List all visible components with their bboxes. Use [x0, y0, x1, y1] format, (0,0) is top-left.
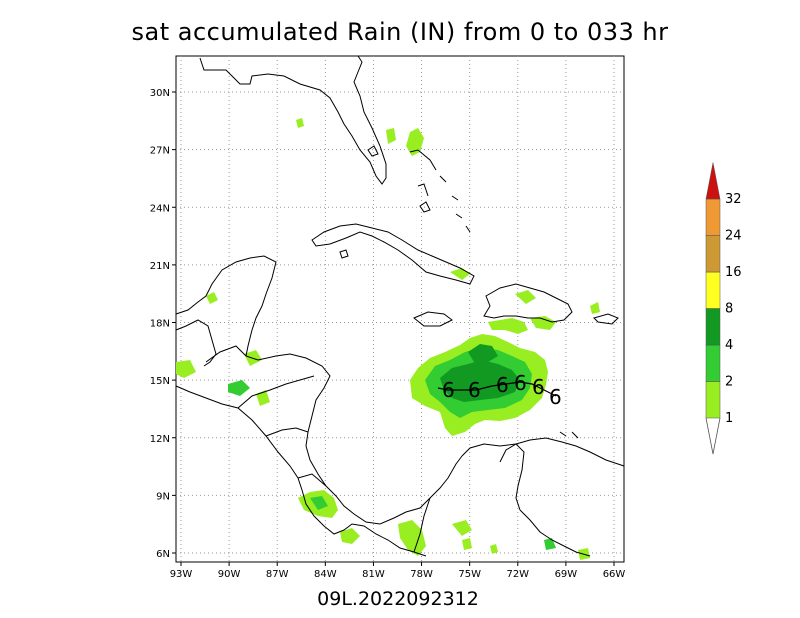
rain-area-bahamas [406, 128, 424, 156]
lat-tick-label: 21N [150, 261, 170, 272]
rain-area-guatemala [176, 360, 196, 378]
border-honduras [237, 375, 315, 409]
rain-area-main-dark-2 [468, 344, 498, 362]
lon-tick-label: 69W [555, 569, 578, 580]
run-id-label: 09L.2022092312 [0, 588, 800, 610]
coast-florida-keys [367, 145, 379, 157]
legend-tail [705, 417, 721, 455]
coast-puerto-rico [593, 313, 619, 325]
coast-hispaniola [483, 283, 573, 323]
rain-area-main-dark [440, 360, 520, 402]
lon-tick-label: 84W [314, 569, 337, 580]
rain-area-panama [340, 528, 360, 544]
lon-tick-label: 93W [170, 569, 193, 580]
rain-area-colombia [452, 520, 472, 536]
rain-area-hispaniola-3 [515, 290, 536, 304]
lon-tick-label: 75W [458, 569, 481, 580]
coast-us-gulf [199, 55, 387, 185]
rain-area-yucatan [206, 292, 218, 304]
legend-label: 24 [725, 229, 742, 244]
coastlines [175, 55, 625, 557]
storm-track: 6 6 6 6 6 6 [437, 371, 562, 409]
lon-tick-label: 81W [362, 569, 385, 580]
track-symbol: 6 [532, 375, 545, 399]
legend-label: 4 [725, 338, 733, 353]
legend-swatch [705, 308, 721, 346]
coast-central-america-pacific [175, 385, 427, 557]
rain-area-colombia-5 [490, 544, 498, 554]
lat-tick-label: 24N [150, 203, 170, 214]
legend-swatch [705, 344, 721, 382]
gridlines [176, 56, 624, 562]
rain-area-colombia-2 [462, 538, 472, 550]
rain-area-pr [590, 302, 600, 314]
lon-tick-label: 78W [410, 569, 433, 580]
legend-label: 32 [725, 192, 742, 207]
legend-swatch [705, 198, 721, 236]
lon-tick-label: 90W [218, 569, 241, 580]
lon-tick-label: 72W [506, 569, 529, 580]
legend-label: 2 [725, 375, 733, 390]
longitude-labels: 93W 90W 87W 84W 81W 78W 75W 72W 69W 66W [170, 562, 626, 580]
plot-frame [175, 55, 625, 563]
track-symbol: 6 [496, 373, 509, 397]
lat-tick-label: 12N [150, 434, 170, 445]
lat-tick-label: 15N [150, 376, 170, 387]
coast-cuba [311, 223, 475, 285]
coast-jamaica [413, 311, 453, 327]
lon-tick-label: 87W [266, 569, 289, 580]
border-costa-rica [297, 473, 327, 487]
rain-area-honduras [228, 380, 250, 396]
rain-area-florida [386, 128, 396, 144]
coast-bahamas-2 [417, 183, 429, 197]
lat-tick-label: 6N [156, 549, 170, 560]
track-line [437, 381, 557, 397]
coast-venezuela-gulf [499, 443, 525, 511]
legend-swatch [705, 271, 721, 309]
lon-tick-label: 66W [603, 569, 626, 580]
lat-tick-label: 18N [150, 319, 170, 330]
rain-area-hispaniola [488, 318, 528, 334]
rainfall-areas [176, 118, 600, 560]
legend-label: 1 [725, 411, 733, 426]
lat-tick-label: 9N [156, 491, 170, 502]
track-symbol: 6 [468, 378, 481, 402]
coast-bahamas-1 [409, 149, 437, 171]
track-symbol: 6 [549, 385, 562, 409]
rain-area-gulf [296, 118, 304, 128]
lat-tick-label: 30N [150, 88, 170, 99]
coast-central-america [245, 353, 463, 525]
coast-bahamas-3 [419, 201, 431, 213]
track-symbol: 6 [514, 371, 527, 395]
coast-mexico [175, 255, 277, 357]
coast-bahamas-4 [439, 175, 471, 233]
coast-isle-of-youth [339, 249, 349, 259]
rain-area-panama-2 [398, 520, 426, 556]
coast-lesser-antilles [559, 431, 579, 439]
run-id-text: 09L.2022092312 [317, 588, 479, 610]
border-panama [413, 497, 431, 553]
track-symbol: 6 [442, 378, 455, 402]
border-nicaragua [265, 427, 309, 437]
chart-title: sat accumulated Rain (IN) from 0 to 033 … [131, 18, 669, 46]
legend-swatch [705, 381, 721, 419]
border-guatemala [205, 345, 247, 363]
legend-label: 16 [725, 265, 742, 280]
legend-swatch [705, 235, 721, 273]
border-colombia [519, 509, 591, 557]
legend-swatch-top [705, 162, 721, 200]
latitude-labels: 30N 27N 24N 21N 18N 15N 12N 9N 6N [150, 88, 176, 560]
coast-mexico-west [175, 319, 217, 367]
rain-area-hispaniola-2 [530, 316, 556, 330]
legend-label: 8 [725, 302, 733, 317]
coast-colombia-venezuela [461, 437, 625, 467]
rain-area-costa-rica-dark [310, 496, 328, 510]
lat-tick-label: 27N [150, 146, 170, 157]
